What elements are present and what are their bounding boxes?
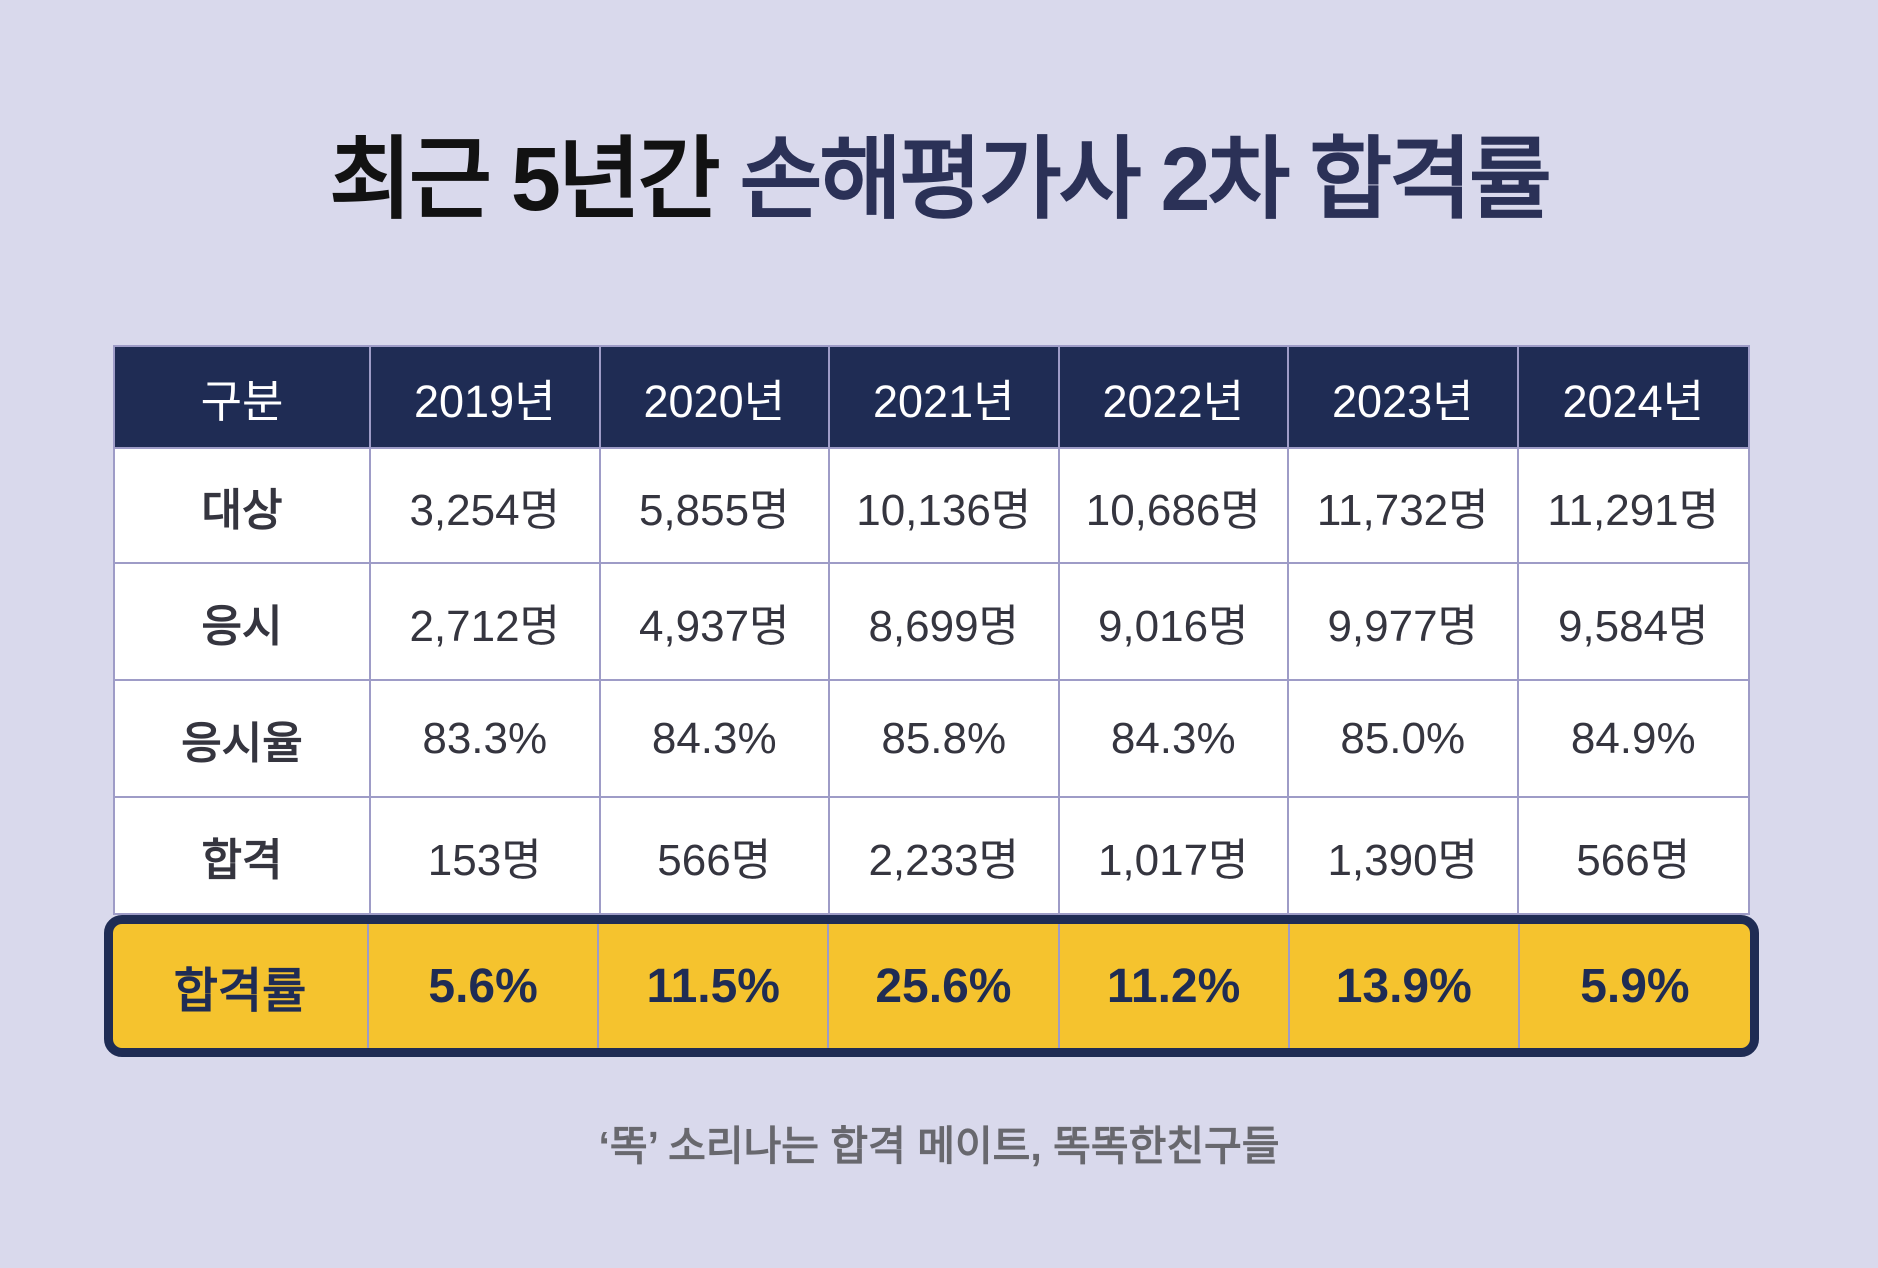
row-label-cell: 합격 xyxy=(115,798,371,913)
value-cell: 11,291명 xyxy=(1547,485,1720,535)
value-cell: 25.6% xyxy=(829,924,1060,1048)
value-cell: 5.6% xyxy=(369,924,600,1048)
title-prefix: 최근 5년간 xyxy=(329,130,740,230)
table-row: 응시율 83.3% 84.3% 85.8% 84.3% 85.0% 84.9% xyxy=(113,681,1750,798)
value-cell: 2,712명 xyxy=(371,564,601,679)
row-label-cell: 응시율 xyxy=(115,681,371,796)
value-cell: 83.3% xyxy=(371,681,601,796)
value-cell: 10,686명 xyxy=(1060,449,1289,562)
column-header: 2022년 xyxy=(1060,347,1289,447)
row-label-cell: 합격률 xyxy=(113,924,369,1048)
table-body: 대상 3,254명 5,855명 10,136명 10,686명 11,732명 11,29… xyxy=(104,447,1759,1057)
value-cell: 1,017명 xyxy=(1060,798,1289,913)
value-cell: 85.8% xyxy=(830,681,1060,796)
value-cell: 11,732명 xyxy=(1289,449,1519,562)
table-header-row: 구분 2019년 2020년 2021년 2022년 2023년 2024년 xyxy=(113,345,1750,447)
value-cell: 566명 xyxy=(1576,835,1691,885)
value-cell: 85.0% xyxy=(1289,681,1519,796)
value-cell: 13.9% xyxy=(1290,924,1520,1048)
value-cell: 11.5% xyxy=(599,924,830,1048)
value-cell: 10,136명 xyxy=(830,449,1060,562)
column-header: 2021년 xyxy=(830,347,1060,447)
value-cell: 84.3% xyxy=(601,681,830,796)
value-cell: 1,390명 xyxy=(1289,798,1519,913)
title-highlight: 손해평가사 2차 합격률 xyxy=(739,130,1552,230)
value-cell: 8,699명 xyxy=(830,564,1060,679)
value-cell: 5,855명 xyxy=(601,449,830,562)
value-cell: 9,977명 xyxy=(1289,564,1519,679)
row-label-cell: 응시 xyxy=(115,564,371,679)
value-cell: 3,254명 xyxy=(371,449,601,562)
value-cell: 4,937명 xyxy=(601,564,830,679)
value-cell: 84.3% xyxy=(1060,681,1289,796)
value-cell: 84.9% xyxy=(1570,713,1696,763)
value-cell: 9,584명 xyxy=(1557,601,1709,651)
value-cell: 9,016명 xyxy=(1060,564,1289,679)
value-cell: 153명 xyxy=(371,798,601,913)
value-cell: 566명 xyxy=(601,798,830,913)
page-title: 최근 5년간 손해평가사 2차 합격률 xyxy=(0,106,1878,236)
column-header: 2024년 xyxy=(1562,375,1704,427)
pass-rate-table: 구분 2019년 2020년 2021년 2022년 2023년 2024년 대상 3,254… xyxy=(104,345,1759,1057)
value-cell: 2,233명 xyxy=(830,798,1060,913)
table-row: 합격 153명 566명 2,233명 1,017명 1,390명 566명 xyxy=(113,798,1750,915)
column-header: 2023년 xyxy=(1289,347,1519,447)
value-cell: 11.2% xyxy=(1060,924,1290,1048)
table-row: 대상 3,254명 5,855명 10,136명 10,686명 11,732명 11,29… xyxy=(113,447,1750,564)
table-row-highlight: 합격률 5.6% 11.5% 25.6% 11.2% 13.9% 5.9% xyxy=(104,915,1759,1057)
column-header: 2020년 xyxy=(601,347,830,447)
value-cell: 5.9% xyxy=(1580,959,1690,1013)
column-header: 구분 xyxy=(115,347,371,447)
footer-tagline: ‘똑’ 소리나는 합격 메이트, 똑똑한친구들 xyxy=(598,1123,1280,1169)
column-header: 2019년 xyxy=(371,347,601,447)
table-row: 응시 2,712명 4,937명 8,699명 9,016명 9,977명 9,584명 xyxy=(113,564,1750,681)
row-label-cell: 대상 xyxy=(115,449,371,562)
